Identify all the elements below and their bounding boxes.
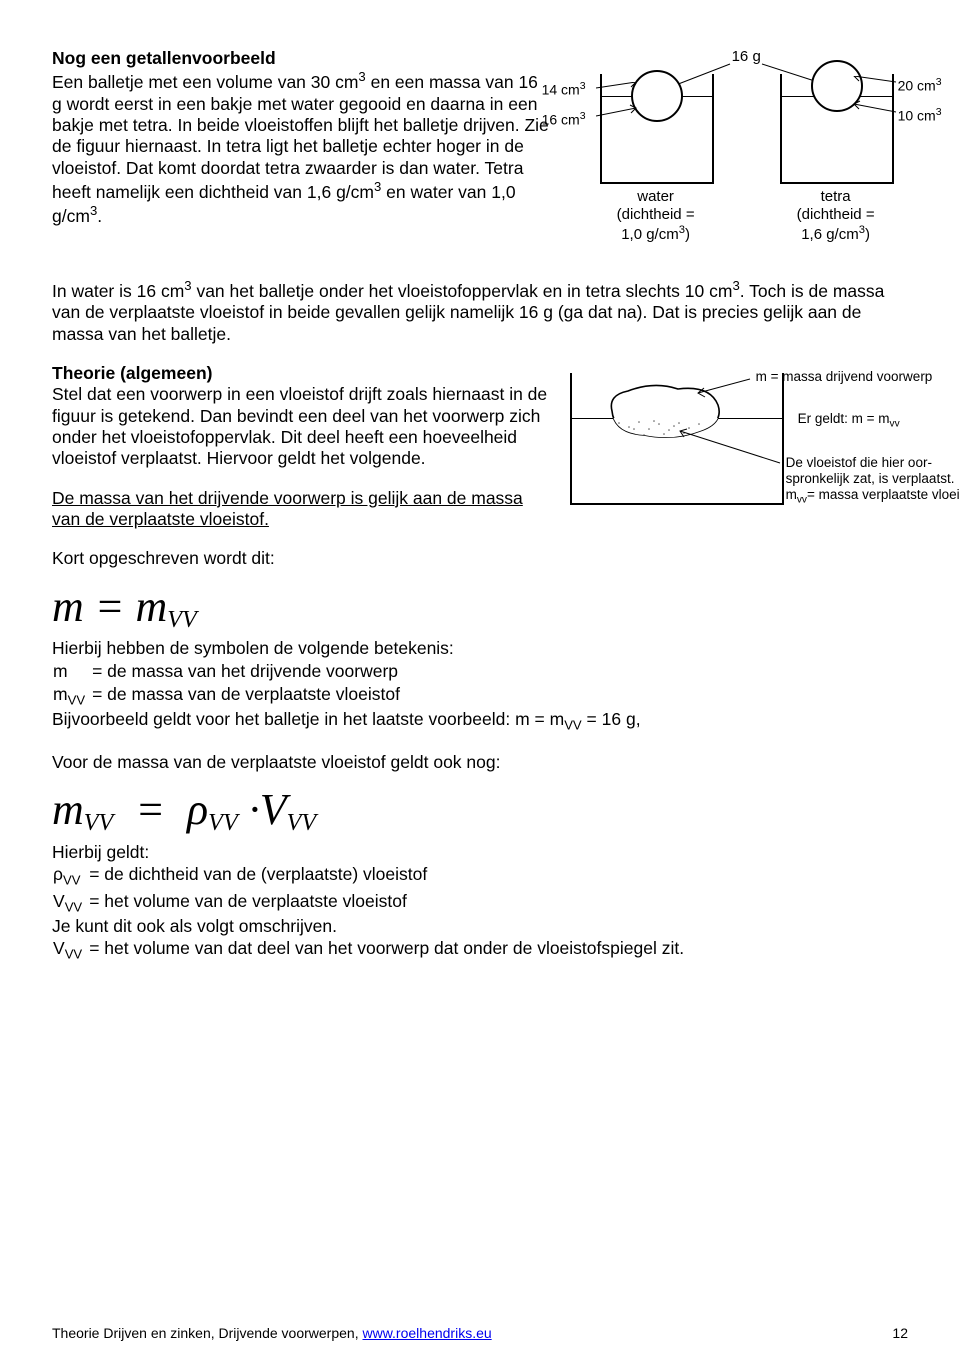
float-diagram: m = massa drijvend voorwerp Er geldt: m … — [570, 363, 908, 523]
left-label-arrows — [596, 82, 646, 132]
defs1-intro: Hierbij hebben de symbolen de volgende b… — [52, 638, 908, 659]
sec1-p1a: Een balletje met een volume van 30 cm — [52, 72, 358, 92]
water-caption: water (dichtheid = 1,0 g/cm3) — [586, 188, 726, 244]
m-arrow — [690, 373, 760, 403]
page-number: 12 — [892, 1325, 908, 1342]
left-above-label: 14 cm3 — [542, 80, 586, 99]
defs1-table: m= de massa van het drijvende voorwerp m… — [52, 660, 406, 710]
sec3-title: Theorie (algemeen) — [52, 363, 550, 384]
sec2-body: In water is 16 cm3 van het balletje onde… — [52, 278, 908, 345]
page-footer: Theorie Drijven en zinken, Drijvende voo… — [52, 1325, 908, 1342]
right-above-label: 20 cm3 — [898, 76, 942, 95]
tetra-caption: tetra (dichtheid = 1,6 g/cm3) — [766, 188, 906, 244]
mvv-intro: Voor de massa van de verplaatste vloeist… — [52, 752, 908, 773]
defs2-table: ρVV= de dichtheid van de (verplaatste) v… — [52, 863, 433, 916]
formula-mvv-rho-v: mVV = ρVV ·VVV — [52, 783, 908, 838]
beaker-diagram: 16 g 14 cm3 16 cm3 water (dichtheid = 1,… — [580, 48, 908, 248]
geldt-label: Er geldt: m = mvv — [798, 411, 900, 431]
kort-line: Kort opgeschreven wordt dit: — [52, 548, 908, 569]
right-below-label: 10 cm3 — [898, 106, 942, 125]
vv-label: De vloeistof die hier oor- spronkelijk z… — [786, 455, 960, 507]
defs2-also: Je kunt dit ook als volgt omschrijven. — [52, 916, 908, 937]
footer-link[interactable]: www.roelhendriks.eu — [362, 1325, 491, 1341]
defs2-intro: Hierbij geldt: — [52, 842, 908, 863]
footer-text: Theorie Drijven en zinken, Drijvende voo… — [52, 1325, 362, 1341]
sec3-body: Stel dat een voorwerp in een vloeistof d… — [52, 384, 550, 469]
formula-m-mvv: m = mVV — [52, 580, 908, 635]
vv-arrow — [670, 425, 790, 475]
defs2-table2: VVV= het volume van dat deel van het voo… — [52, 937, 690, 964]
defs1-example: Bijvoorbeeld geldt voor het balletje in … — [52, 709, 908, 734]
sec1-p1d: . — [97, 206, 102, 226]
left-below-label: 16 cm3 — [542, 110, 586, 129]
m-label: m = massa drijvend voorwerp — [756, 369, 933, 385]
sec3-rule: De massa van het drijvende voorwerp is g… — [52, 488, 550, 531]
sec1-title: Nog een getallenvoorbeeld — [52, 48, 550, 69]
sec1-body: Een balletje met een volume van 30 cm3 e… — [52, 69, 550, 227]
right-label-arrows — [848, 76, 898, 126]
